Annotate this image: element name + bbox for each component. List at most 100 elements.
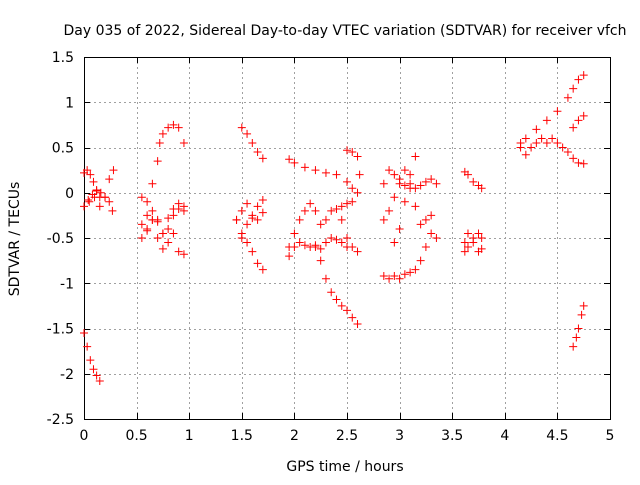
data-point <box>353 247 362 256</box>
data-point <box>411 265 420 274</box>
data-point <box>158 244 167 253</box>
data-point <box>89 365 98 374</box>
data-point <box>411 184 420 193</box>
data-point <box>563 148 572 157</box>
data-point <box>311 206 320 215</box>
data-point <box>542 116 551 125</box>
data-point <box>390 272 399 281</box>
data-point <box>243 238 252 247</box>
data-point <box>258 208 267 217</box>
x-tick-label: 2.5 <box>336 428 358 444</box>
x-tick-label: 0 <box>80 428 89 444</box>
data-point <box>153 157 162 166</box>
data-point <box>164 214 173 223</box>
data-point <box>421 215 430 224</box>
series-arc-7 <box>143 202 188 253</box>
data-point <box>574 324 583 333</box>
y-tick-label: 0.5 <box>52 141 74 157</box>
data-point <box>406 179 415 188</box>
data-point <box>148 206 157 215</box>
data-point <box>143 224 152 233</box>
data-point <box>411 202 420 211</box>
data-point <box>469 177 478 186</box>
y-tick-label: 1.5 <box>52 50 74 66</box>
data-point <box>258 154 267 163</box>
x-tick-label: 3.5 <box>441 428 463 444</box>
data-point <box>148 179 157 188</box>
data-point <box>521 150 530 159</box>
data-point <box>300 206 309 215</box>
y-tick-label: 1 <box>65 95 74 111</box>
x-tick-label: 3 <box>395 428 404 444</box>
data-point <box>337 301 346 310</box>
data-point <box>343 146 351 155</box>
data-point <box>86 356 95 365</box>
data-point <box>390 193 399 202</box>
data-point <box>421 177 430 186</box>
data-point <box>327 234 336 242</box>
data-point <box>463 170 472 179</box>
data-point <box>243 129 252 138</box>
data-point <box>348 184 357 193</box>
data-point <box>474 229 483 238</box>
series-arc-20 <box>379 166 436 229</box>
data-point <box>300 163 309 172</box>
data-point <box>463 243 472 252</box>
data-point <box>574 75 583 84</box>
data-point <box>95 376 104 385</box>
data-point <box>321 238 330 247</box>
x-axis-label: GPS time / hours <box>286 459 403 475</box>
data-point <box>569 154 578 163</box>
data-point <box>316 220 325 229</box>
series-arc-28 <box>569 111 588 132</box>
data-point <box>390 238 399 247</box>
data-point <box>164 123 173 132</box>
series-arc-23 <box>460 167 486 193</box>
data-point <box>164 224 173 233</box>
y-tick-label: -1 <box>60 276 74 292</box>
data-point <box>427 175 436 184</box>
data-point <box>137 220 146 229</box>
data-point <box>327 288 336 297</box>
series-arc-4 <box>80 329 104 385</box>
data-point <box>295 238 304 247</box>
data-point <box>158 229 167 238</box>
data-point <box>579 159 588 168</box>
data-point <box>579 301 588 310</box>
data-point <box>574 116 583 125</box>
data-point <box>400 166 409 175</box>
data-point <box>290 229 299 238</box>
series-arc-22 <box>390 152 420 247</box>
data-point <box>569 342 578 351</box>
data-point <box>427 211 436 220</box>
data-point <box>395 224 404 233</box>
series-arc-13 <box>285 155 362 197</box>
data-point <box>174 247 183 256</box>
data-point <box>353 188 362 197</box>
x-tick-label: 0.5 <box>125 428 147 444</box>
data-point <box>164 238 173 247</box>
data-point <box>169 229 178 238</box>
data-point <box>460 247 469 256</box>
data-point <box>109 166 118 175</box>
data-point <box>558 143 567 152</box>
data-point <box>92 371 101 380</box>
data-point <box>390 170 399 179</box>
data-point <box>532 138 541 147</box>
data-point <box>248 138 257 147</box>
data-point <box>90 193 99 202</box>
data-point <box>343 199 351 208</box>
data-point <box>542 138 551 147</box>
series-arc-10 <box>232 215 267 274</box>
data-point <box>174 123 183 132</box>
data-point <box>553 138 562 147</box>
y-tick-label: -2 <box>60 367 74 383</box>
data-point <box>253 259 262 268</box>
data-point <box>348 197 357 206</box>
points-layer <box>80 71 588 385</box>
x-tick-label: 1.5 <box>231 428 253 444</box>
data-point <box>285 252 294 261</box>
data-point <box>572 333 581 342</box>
data-point <box>332 235 341 244</box>
data-point <box>311 166 320 175</box>
